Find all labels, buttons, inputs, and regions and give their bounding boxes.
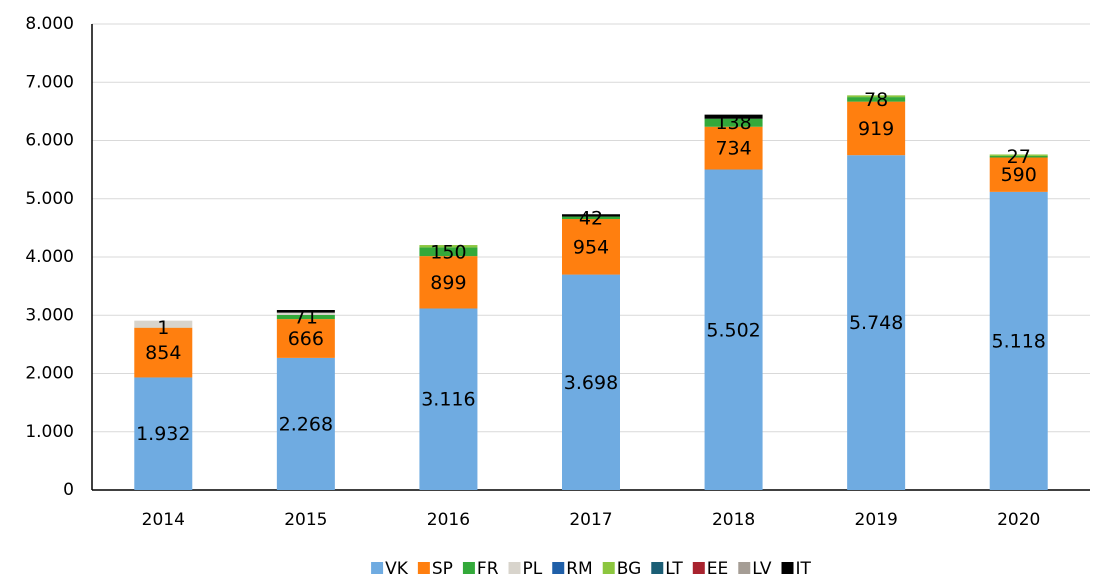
bar-segment [847, 95, 906, 98]
legend-label: SP [432, 559, 453, 578]
bar-segment [134, 377, 193, 490]
data-label: 5.502 [706, 319, 760, 341]
legend-label: VK [385, 559, 409, 578]
y-tick-label: 0 [63, 480, 74, 500]
y-tick-label: 3.000 [25, 305, 74, 325]
data-label: 3.698 [564, 372, 618, 394]
y-tick-label: 8.000 [25, 14, 74, 34]
y-tick-label: 2.000 [25, 364, 74, 384]
x-tick-label: 2018 [712, 510, 755, 530]
bar-segment [704, 118, 763, 127]
data-label: 899 [430, 272, 466, 294]
data-label: 1.932 [136, 423, 190, 445]
bar-segment [989, 155, 1048, 158]
legend-label: FR [477, 559, 499, 578]
bar-segment [134, 327, 193, 378]
legend-label: IT [796, 559, 812, 578]
legend-label: PL [523, 559, 543, 578]
bar-segment [134, 320, 193, 328]
legend-label: EE [707, 559, 728, 578]
data-label: 919 [858, 118, 894, 140]
data-label: 150 [430, 241, 466, 263]
data-label: 42 [579, 207, 603, 229]
bar-segment [419, 247, 478, 257]
bar-segment [704, 114, 763, 119]
bar-segment [562, 274, 620, 490]
legend-swatch [552, 562, 565, 574]
legend-swatch [781, 562, 794, 574]
legend-swatch [651, 562, 664, 574]
legend-swatch [602, 562, 615, 574]
data-label: 138 [715, 112, 751, 134]
bar-segment [276, 312, 335, 315]
data-label: 1 [157, 317, 169, 339]
bar-segment [704, 169, 763, 491]
data-label: 854 [145, 342, 181, 364]
data-label: 5.748 [849, 312, 903, 334]
x-tick-label: 2019 [855, 510, 898, 530]
data-label: 734 [715, 138, 751, 160]
y-tick-label: 4.000 [25, 247, 74, 267]
data-label: 78 [864, 89, 888, 111]
legend-label: LV [752, 559, 772, 578]
bar-segment [847, 155, 906, 490]
bar-segment [989, 154, 1048, 156]
y-tick-label: 1.000 [25, 422, 74, 442]
data-label: 5.118 [992, 330, 1046, 352]
data-label: 954 [573, 236, 609, 258]
bar-segment [562, 219, 620, 275]
legend: VK SP FR PL RM BG LT EE LV IT [371, 559, 812, 578]
bar-segment [847, 97, 906, 102]
bar-segment [276, 310, 335, 313]
legend-swatch [738, 562, 751, 574]
data-label: 590 [1001, 164, 1037, 186]
bar-segment [989, 157, 1048, 192]
bar-segment [562, 216, 620, 220]
x-tick-label: 2014 [142, 510, 185, 530]
y-tick-label: 7.000 [25, 72, 74, 92]
data-label: 71 [294, 307, 318, 329]
bar-segment [419, 245, 478, 248]
data-label: 666 [288, 328, 324, 350]
legend-label: LT [665, 559, 683, 578]
x-tick-label: 2020 [997, 510, 1040, 530]
y-tick-label: 5.000 [25, 189, 74, 209]
bar-segment [989, 191, 1048, 490]
bar-segment [704, 126, 763, 170]
legend-swatch [508, 562, 521, 574]
bar-segment [276, 314, 335, 320]
data-label: 27 [1007, 146, 1031, 168]
bar-segment [276, 319, 335, 358]
bar-segment [276, 357, 335, 490]
x-tick-label: 2016 [427, 510, 470, 530]
legend-label: BG [617, 559, 642, 578]
legend-swatch [371, 562, 384, 574]
y-tick-label: 6.000 [25, 131, 74, 151]
x-tick-label: 2017 [569, 510, 612, 530]
bar-segment [419, 308, 478, 490]
bar-segment [562, 214, 620, 217]
legend-swatch [462, 562, 475, 574]
legend-swatch [692, 562, 705, 574]
legend-label: RM [566, 559, 592, 578]
bar-segment [419, 256, 478, 309]
x-tick-label: 2015 [284, 510, 327, 530]
bar-segment [847, 101, 906, 156]
data-label: 2.268 [279, 413, 333, 435]
legend-swatch [417, 562, 430, 574]
data-label: 3.116 [421, 389, 475, 411]
